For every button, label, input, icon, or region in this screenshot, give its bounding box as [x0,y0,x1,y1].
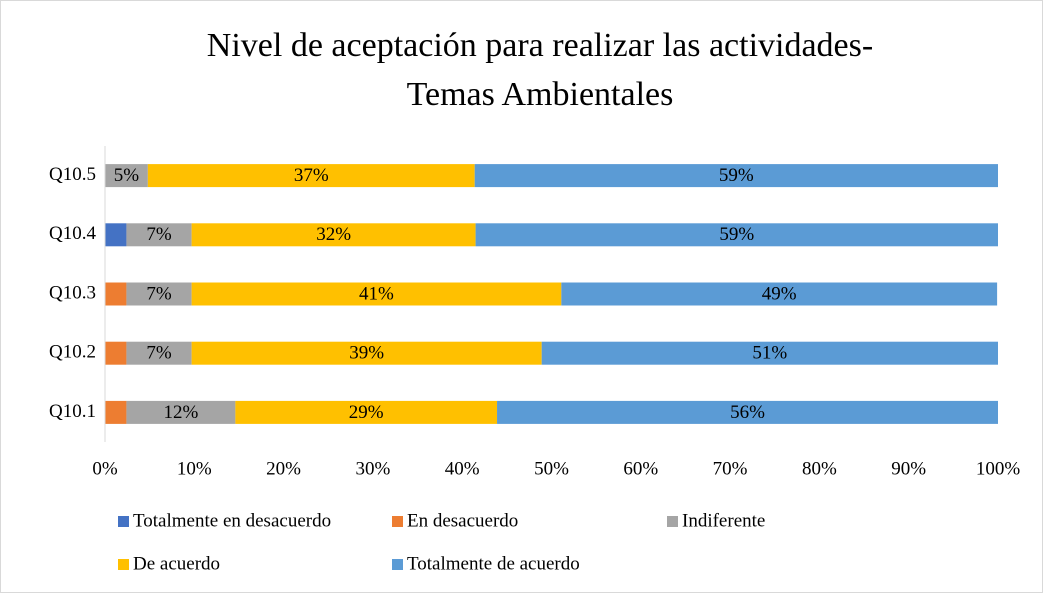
legend-label: Totalmente en desacuerdo [133,510,331,531]
x-tick-label: 20% [266,458,301,479]
bar-segment [105,282,127,306]
bar-segment [541,341,998,365]
legend-label: De acuerdo [133,553,220,574]
data-label: 5% [114,165,140,186]
legend-swatch [118,516,129,527]
bar-segment [105,164,148,188]
bar-segment [147,164,475,188]
y-tick-label: Q10.3 [49,282,96,303]
data-label: 37% [294,165,329,186]
x-tick-label: 70% [713,458,748,479]
data-label: 12% [163,402,198,423]
bar-segment [126,223,192,247]
data-label: 29% [349,402,384,423]
x-tick-label: 60% [623,458,658,479]
data-label: 59% [719,224,754,245]
bar-segment [126,282,192,306]
x-tick-label: 80% [802,458,837,479]
data-label: 7% [146,224,172,245]
bar-segment [126,400,236,424]
legend-label: Indiferente [682,510,765,531]
bar-segment [105,341,127,365]
data-label: 49% [762,283,797,304]
y-tick-label: Q10.4 [49,223,96,244]
x-tick-label: 90% [891,458,926,479]
legend-swatch [392,516,403,527]
bar-segment [191,223,476,247]
legend-swatch [118,559,129,570]
y-tick-label: Q10.1 [49,401,96,422]
x-tick-label: 100% [976,458,1021,479]
x-tick-label: 30% [355,458,390,479]
legend-label: Totalmente de acuerdo [407,553,580,574]
data-label: 7% [146,343,172,364]
legend-label: En desacuerdo [407,510,518,531]
bar-segment [105,400,127,424]
bar-segment [561,282,998,306]
x-tick-label: 10% [177,458,212,479]
y-tick-label: Q10.5 [49,164,96,185]
bar-segment [475,223,999,247]
bar-segment [191,341,542,365]
bar-segment [191,282,562,306]
legend-swatch [392,559,403,570]
data-label: 39% [349,343,384,364]
data-label: 41% [359,283,394,304]
bar-segment [105,223,127,247]
bar-segment [126,341,192,365]
bar-segment [474,164,998,188]
bar-segment [497,400,998,424]
chart-title: Temas Ambientales [407,76,674,113]
data-label: 32% [316,224,351,245]
chart-title: Nivel de aceptación para realizar las ac… [207,27,873,64]
data-label: 51% [752,343,787,364]
data-label: 59% [719,165,754,186]
data-label: 7% [146,283,172,304]
x-tick-label: 50% [534,458,569,479]
bar-segment [235,400,498,424]
data-label: 56% [730,402,765,423]
x-tick-label: 40% [445,458,480,479]
y-tick-label: Q10.2 [49,342,96,363]
legend-swatch [667,516,678,527]
x-tick-label: 0% [92,458,118,479]
